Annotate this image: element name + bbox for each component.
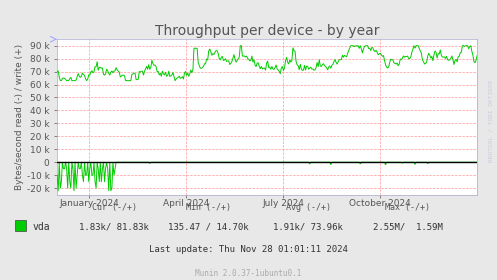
Text: 2.55M/  1.59M: 2.55M/ 1.59M: [373, 223, 442, 232]
Text: Cur (-/+): Cur (-/+): [92, 203, 137, 212]
Text: Max (-/+): Max (-/+): [385, 203, 430, 212]
Y-axis label: Bytes/second read (-) / write (+): Bytes/second read (-) / write (+): [15, 44, 24, 190]
Text: 1.91k/ 73.96k: 1.91k/ 73.96k: [273, 223, 343, 232]
Text: Min (-/+): Min (-/+): [186, 203, 231, 212]
Text: Munin 2.0.37-1ubuntu0.1: Munin 2.0.37-1ubuntu0.1: [195, 269, 302, 278]
Text: vda: vda: [32, 222, 50, 232]
Title: Throughput per device - by year: Throughput per device - by year: [155, 24, 379, 38]
Text: RRDTOOL / TOBI OETIKER: RRDTOOL / TOBI OETIKER: [489, 79, 494, 162]
Text: 135.47 / 14.70k: 135.47 / 14.70k: [168, 223, 249, 232]
Text: Avg (-/+): Avg (-/+): [286, 203, 331, 212]
Text: Last update: Thu Nov 28 01:01:11 2024: Last update: Thu Nov 28 01:01:11 2024: [149, 245, 348, 254]
Text: 1.83k/ 81.83k: 1.83k/ 81.83k: [80, 223, 149, 232]
